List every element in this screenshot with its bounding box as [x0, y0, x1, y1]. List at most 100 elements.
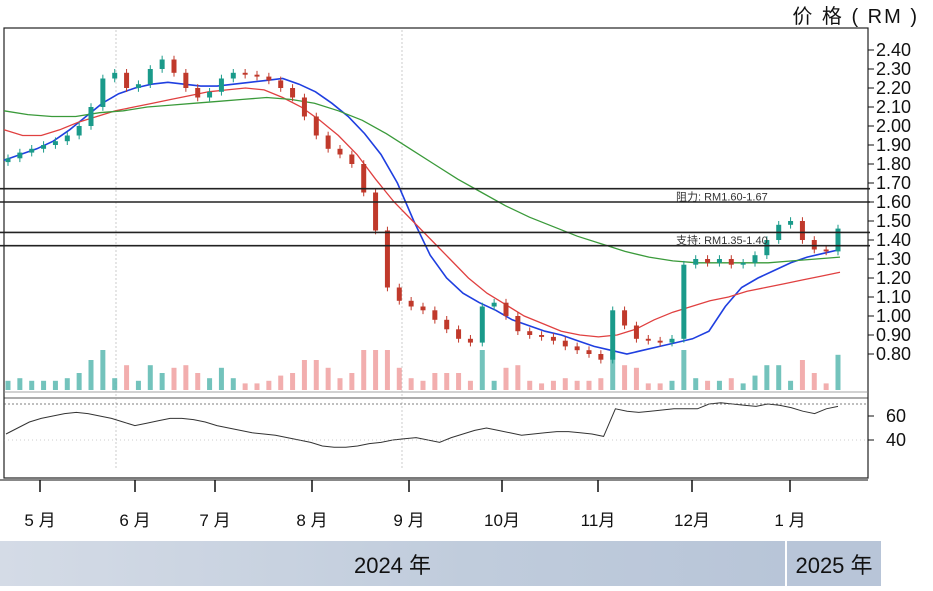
candle-body [491, 302, 497, 307]
candlesticks [5, 55, 841, 364]
candle-body [539, 335, 545, 337]
volume-bar [693, 378, 699, 390]
candle-body [195, 88, 201, 98]
candle-body [598, 354, 604, 360]
volume-bar [788, 380, 794, 390]
candle-body [728, 259, 734, 265]
y-tick-label: 1.70 [876, 173, 911, 193]
x-tick-label: 5 月 [24, 511, 55, 530]
candle-body [64, 135, 70, 142]
volume-bar [610, 350, 616, 390]
volume-bar [301, 360, 307, 390]
volume-bar [574, 380, 580, 390]
candle-body [799, 221, 805, 240]
candle-body [764, 240, 770, 256]
volume-bar [230, 378, 236, 390]
volume-bar [373, 350, 379, 390]
y-tick-label: 2.10 [876, 97, 911, 117]
candle-body [479, 306, 485, 343]
candle-body [503, 302, 509, 316]
volume-bar [124, 365, 130, 390]
volume-bar [835, 354, 841, 390]
volume-bar [29, 380, 35, 390]
moving-average-1 [3, 77, 841, 355]
candle-body [337, 148, 343, 155]
candle-body [740, 262, 746, 265]
candle-body [183, 72, 189, 88]
volume-bar [823, 383, 829, 390]
volume-bar [491, 380, 497, 390]
volume-bar [313, 360, 319, 390]
volume-bar [479, 350, 485, 390]
year-band-2024: 2024 年 [0, 541, 785, 586]
volume-bar [622, 365, 628, 390]
candle-body [278, 80, 284, 88]
candle-body [76, 126, 82, 136]
y-tick-label: 1.80 [876, 154, 911, 174]
resistance-annotation: 阻力: RM1.60-1.67 [676, 190, 768, 203]
candle-body [325, 135, 331, 149]
volume-bar [171, 367, 177, 390]
volume-bar [147, 365, 153, 390]
x-tick-label: 7 月 [199, 511, 230, 530]
y-tick-label: 2.30 [876, 59, 911, 79]
candle-body [823, 249, 829, 252]
volume-bar [207, 378, 213, 390]
volume-bar [515, 365, 521, 390]
y-tick-label: 1.90 [876, 135, 911, 155]
y-tick-label: 1.50 [876, 211, 911, 231]
moving-average-3 [3, 96, 841, 264]
candle-body [135, 84, 141, 88]
candle-body [788, 221, 794, 225]
volume-bar [432, 373, 438, 390]
grid [115, 30, 403, 470]
volume-bar [195, 373, 201, 390]
volume-bar [586, 380, 592, 390]
candle-body [633, 325, 639, 339]
y-tick-label: 0.80 [876, 344, 911, 364]
candle-body [254, 74, 260, 77]
volume-bar [550, 380, 556, 390]
volume-bar [396, 367, 402, 390]
candle-body [88, 107, 94, 126]
y-tick-label: 1.10 [876, 287, 911, 307]
volume-bar [705, 380, 711, 390]
candle-body [29, 148, 35, 153]
candle-body [752, 255, 758, 263]
volume-bar [183, 365, 189, 390]
candle-body [171, 59, 177, 73]
candle-body [349, 154, 355, 164]
volume-bar [681, 350, 687, 390]
candle-body [301, 97, 307, 117]
candle-body [242, 72, 248, 75]
volume-bar [325, 367, 331, 390]
candle-body [41, 145, 47, 149]
plot-frame [3, 27, 869, 479]
candle-body [515, 316, 521, 332]
volume-bar [645, 383, 651, 390]
candle-body [657, 340, 663, 343]
volume-bar [728, 378, 734, 390]
x-tick-label: 12月 [674, 511, 710, 530]
osc-y-tick-label: 60 [886, 406, 906, 426]
volume-bar [242, 383, 248, 390]
volume-bar [764, 365, 770, 390]
y-tick-label: 0.90 [876, 325, 911, 345]
support-resistance-lines: 阻力: RM1.60-1.67 支持: RM1.35-1.40 [0, 187, 870, 247]
volume-bar [420, 380, 426, 390]
candle-body [562, 340, 568, 347]
candle-body [147, 69, 153, 85]
volume-bar [135, 380, 141, 390]
volume-bar [337, 378, 343, 390]
y-tick-label: 1.30 [876, 249, 911, 269]
volume-bar [503, 367, 509, 390]
volume-bar [657, 383, 663, 390]
volume-bar [159, 373, 165, 390]
y-tick-label: 1.20 [876, 268, 911, 288]
volume-bar [266, 380, 272, 390]
candle-body [467, 338, 473, 343]
y-tick-label: 1.60 [876, 192, 911, 212]
x-tick-label: 10月 [484, 511, 520, 530]
